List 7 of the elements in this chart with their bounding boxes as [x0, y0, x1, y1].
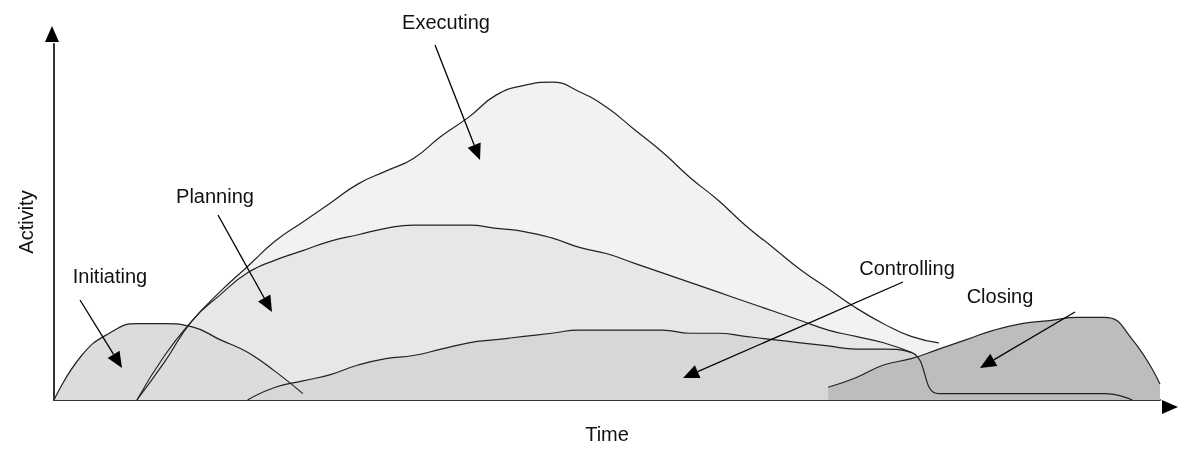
- text: Executing: [402, 11, 490, 33]
- text: Planning: [176, 185, 254, 207]
- x-axis-title: Time: [585, 423, 629, 445]
- series-label: Initiating: [72, 265, 148, 287]
- text: Controlling: [859, 257, 955, 279]
- series-label: Closing: [966, 285, 1034, 307]
- y-axis-title: Activity: [15, 190, 37, 254]
